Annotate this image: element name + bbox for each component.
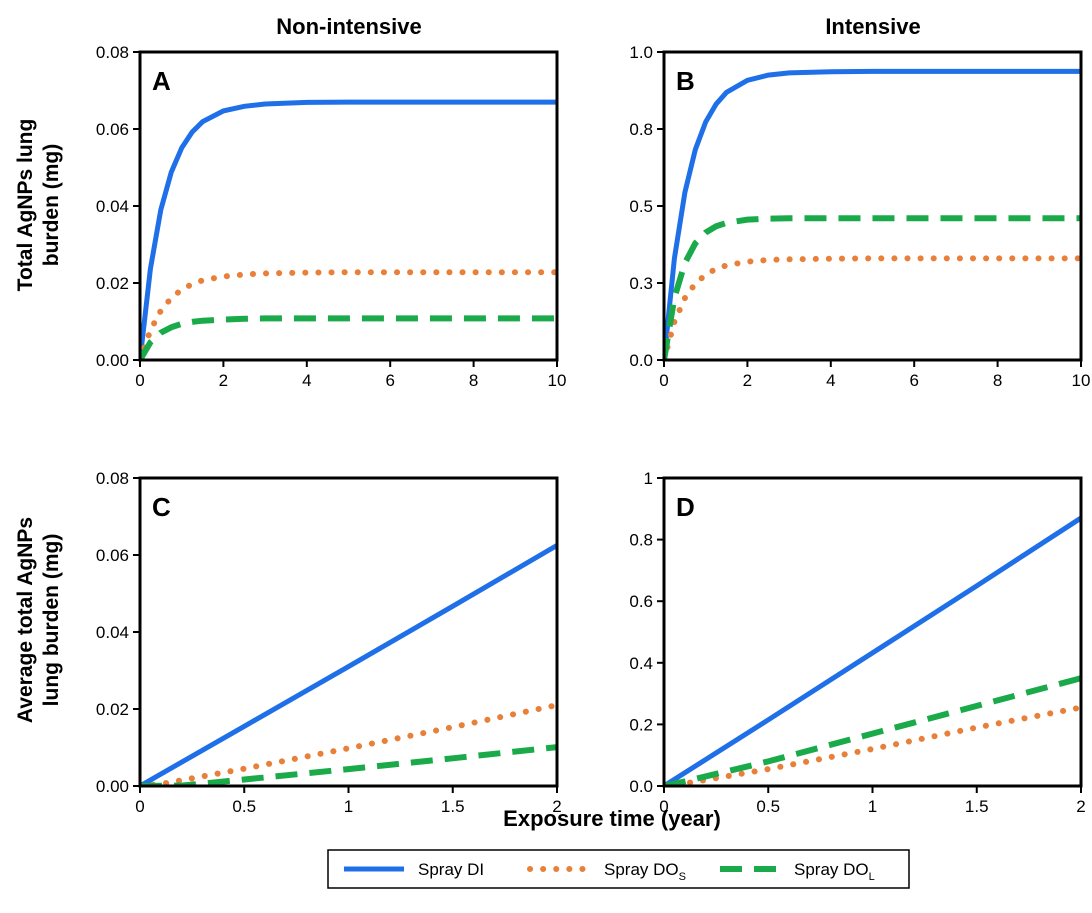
y-tick-label: 0.02 (96, 274, 129, 293)
series-spray-dos-line (664, 704, 1084, 786)
panel-frame (138, 476, 559, 788)
ylabel-top-line2: burden (mg) (40, 144, 63, 266)
series-spray-dol-line (664, 675, 1082, 786)
series-spray-dos-line (664, 255, 1084, 360)
legend-item-spray-dol: Spray DOL (720, 860, 875, 883)
x-tick-label: 1.5 (441, 797, 465, 816)
series-group (664, 515, 1084, 786)
y-tick-label: 0.04 (96, 623, 129, 642)
panel-frame (662, 50, 1083, 362)
series-spray-di-line (664, 68, 1081, 360)
ylabel-bottom-line2: lung burden (mg) (40, 534, 63, 707)
x-tick-label: 2 (552, 797, 561, 816)
x-tick-label: 0.5 (756, 797, 780, 816)
series-spray-di-line (140, 543, 559, 786)
panel-letter-d: D (676, 492, 695, 522)
x-tick-label: 0 (135, 371, 144, 390)
y-tick-label: 0.0 (629, 351, 653, 370)
legend-label-spray-dol: Spray DOL (794, 860, 875, 883)
column-title-left: Non-intensive (276, 14, 421, 39)
y-tick-label: 0.5 (629, 197, 653, 216)
x-tick-label: 2 (743, 371, 752, 390)
panel-letter-b: B (676, 66, 695, 96)
panel-c: 0 0.5 1 1.5 2 0.00 0.02 0.04 0.06 0.08 C (96, 469, 562, 816)
panel-frame (138, 50, 559, 362)
x-tick-label: 0 (135, 797, 144, 816)
legend-label-spray-di: Spray DI (418, 860, 484, 879)
y-tick-label: 0.02 (96, 700, 129, 719)
x-tick-label: 0 (659, 797, 668, 816)
x-tick-label: 0 (659, 371, 668, 390)
panel-b: 0 2 4 6 8 10 0.0 0.3 0.5 0.8 1.0 B (629, 43, 1090, 390)
legend-box (327, 849, 910, 889)
x-tick-label: 6 (385, 371, 394, 390)
x-tick-label: 4 (302, 371, 311, 390)
panel-letter-a: A (152, 66, 171, 96)
y-tick-label: 0.6 (629, 592, 653, 611)
ylabel-bottom-line1: Average total AgNPs (14, 517, 37, 723)
series-group (140, 99, 560, 360)
panel-d: 0 0.5 1 1.5 2 0.0 0.2 0.4 0.6 0.8 1 D (629, 469, 1085, 816)
legend-label-spray-dos: Spray DOS (604, 860, 686, 883)
y-tick-label: 0.08 (96, 43, 129, 62)
ylabel-top-line1: Total AgNPs lung (14, 119, 37, 292)
panel-a: 0 2 4 6 8 10 0.00 0.02 0.04 0.06 0.08 A (96, 43, 567, 390)
y-tick-label: 0.8 (629, 120, 653, 139)
x-tick-label: 8 (469, 371, 478, 390)
xlabel: Exposure time (year) (503, 806, 721, 831)
series-spray-di-line (140, 99, 557, 360)
x-tick-label: 10 (548, 371, 567, 390)
x-tick-label: 10 (1072, 371, 1091, 390)
x-tick-label: 0.5 (232, 797, 256, 816)
y-tick-label: 0.04 (96, 197, 129, 216)
series-spray-di-line (664, 515, 1083, 786)
y-tick-label: 1 (644, 469, 653, 488)
legend-item-spray-dos: Spray DOS (527, 860, 686, 883)
y-tick-label: 0.00 (96, 777, 129, 796)
legend: Spray DI Spray DOS Spray DOL (327, 849, 910, 889)
y-tick-label: 0.4 (629, 654, 653, 673)
x-tick-label: 1 (868, 797, 877, 816)
panel-frame (662, 476, 1083, 788)
panel-letter-c: C (152, 492, 171, 522)
y-tick-label: 1.0 (629, 43, 653, 62)
series-spray-dol-line (664, 215, 1081, 360)
y-tick-label: 0.3 (629, 274, 653, 293)
y-tick-label: 0.8 (629, 531, 653, 550)
x-tick-label: 2 (1076, 797, 1085, 816)
series-spray-dol-line (140, 315, 557, 360)
x-tick-label: 1 (344, 797, 353, 816)
x-tick-label: 4 (826, 371, 835, 390)
series-group (664, 68, 1084, 360)
x-tick-label: 1.5 (965, 797, 989, 816)
series-spray-dos-line (140, 702, 560, 786)
y-tick-label: 0.00 (96, 351, 129, 370)
y-tick-label: 0.08 (96, 469, 129, 488)
series-group (140, 543, 560, 786)
y-tick-label: 0.2 (629, 715, 653, 734)
y-tick-label: 0.0 (629, 777, 653, 796)
x-tick-label: 6 (909, 371, 918, 390)
x-tick-label: 8 (993, 371, 1002, 390)
legend-item-spray-di: Spray DI (344, 860, 484, 879)
y-tick-label: 0.06 (96, 546, 129, 565)
column-title-right: Intensive (825, 14, 920, 39)
x-tick-label: 2 (219, 371, 228, 390)
y-tick-label: 0.06 (96, 120, 129, 139)
